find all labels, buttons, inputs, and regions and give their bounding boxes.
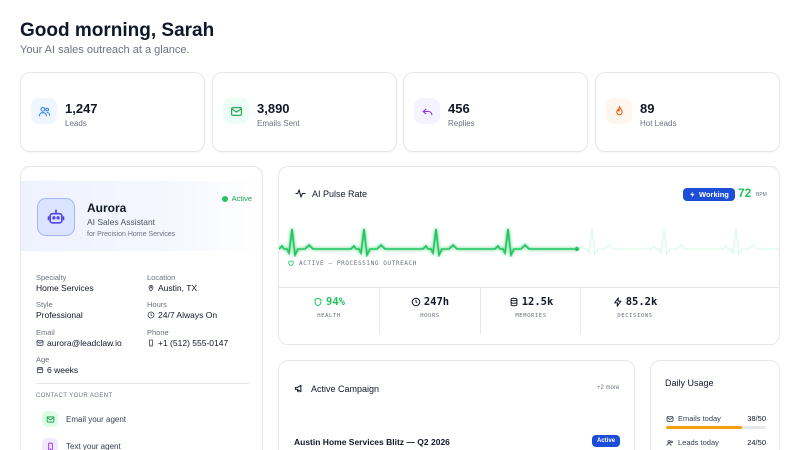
- robot-icon: [37, 198, 75, 236]
- email-agent-label: Email your agent: [66, 414, 127, 424]
- stat-label: Emails Sent: [257, 119, 300, 128]
- agent-company: for Precision Home Services: [87, 231, 176, 238]
- calendar-icon: [36, 367, 44, 374]
- stat-card-emails-sent[interactable]: 3,890 Emails Sent: [212, 72, 397, 152]
- hours-label: Hours: [147, 300, 168, 309]
- mail-icon: [223, 98, 249, 124]
- text-agent-button[interactable]: Text your agent: [42, 438, 121, 450]
- stat-card-leads[interactable]: 1,247 Leads: [20, 72, 205, 152]
- pulse-cursor-dot: [574, 246, 580, 252]
- location-label: Location: [147, 273, 176, 282]
- more-campaigns-link[interactable]: +2 more: [597, 385, 620, 391]
- clock-icon: [411, 297, 421, 307]
- stat-value: 89: [640, 101, 655, 116]
- phone-icon: [148, 339, 154, 347]
- active-campaign-card[interactable]: Active Campaign +2 more Austin Home Serv…: [278, 360, 635, 450]
- specialty-value: Home Services: [36, 283, 94, 293]
- bpm-unit: BPM: [756, 192, 767, 198]
- metric-memories: 12.5k MEMORIES: [481, 288, 581, 334]
- text-agent-label: Text your agent: [66, 441, 121, 450]
- email-agent-button[interactable]: Email your agent: [42, 411, 126, 427]
- working-badge: Working: [683, 188, 735, 201]
- stat-label: Replies: [448, 119, 475, 128]
- stat-card-replies[interactable]: 456 Replies: [403, 72, 588, 152]
- usage-progress-bar: [666, 426, 766, 429]
- heartbeat-waveform: [279, 228, 779, 257]
- stat-label: Leads: [65, 119, 87, 128]
- contact-section-title: CONTACT YOUR AGENT: [36, 393, 113, 399]
- zap-icon: [690, 191, 695, 198]
- metric-health: 94% HEALTH: [279, 288, 379, 334]
- users-icon: [666, 439, 673, 446]
- ai-pulse-card: AI Pulse Rate Working 72 BPM ACTIVE — PR…: [278, 166, 780, 345]
- campaign-status-badge: Active: [592, 435, 621, 447]
- status-dot-icon: [221, 195, 228, 202]
- campaign-name: Austin Home Services Blitz — Q2 2026: [294, 437, 450, 447]
- agent-profile-card: Aurora AI Sales Assistant for Precision …: [20, 166, 263, 450]
- pulse-status: ACTIVE — PROCESSING OUTREACH: [287, 259, 417, 267]
- page-subtitle: Your AI sales outreach at a glance.: [20, 44, 190, 56]
- hours-value: 24/7 Always On: [147, 310, 217, 320]
- stat-card-hot-leads[interactable]: 89 Hot Leads: [595, 72, 780, 152]
- page-title: Good morning, Sarah: [20, 20, 215, 41]
- divider: [480, 288, 481, 334]
- divider: [36, 383, 249, 384]
- metric-decisions: 85.2k DECISIONS: [585, 288, 685, 334]
- divider: [580, 288, 581, 334]
- location-value: Austin, TX: [147, 283, 197, 293]
- agent-role: AI Sales Assistant: [87, 217, 156, 227]
- mail-icon: [666, 415, 674, 422]
- stat-label: Hot Leads: [640, 119, 677, 128]
- stat-value: 1,247: [65, 101, 98, 116]
- email-label: Email: [36, 328, 55, 337]
- usage-title: Daily Usage: [665, 378, 714, 388]
- bpm-value: 72: [738, 186, 752, 200]
- email-value[interactable]: aurora@leadclaw.io: [36, 338, 122, 348]
- activity-icon: [295, 189, 306, 198]
- users-icon: [31, 98, 57, 124]
- phone-icon: [42, 438, 58, 450]
- agent-name: Aurora: [87, 201, 127, 215]
- daily-usage-card: Daily Usage Emails today 38/50 Leads tod…: [650, 360, 780, 450]
- style-value: Professional: [36, 310, 83, 320]
- stat-value: 456: [448, 101, 470, 116]
- age-label: Age: [36, 355, 50, 364]
- stat-value: 3,890: [257, 101, 290, 116]
- database-icon: [510, 297, 518, 307]
- phone-label: Phone: [147, 328, 169, 337]
- mail-icon: [36, 340, 44, 346]
- reply-icon: [414, 98, 440, 124]
- metric-hours: 247h HOURS: [380, 288, 480, 334]
- clock-icon: [147, 311, 155, 319]
- status-text: Active: [231, 194, 252, 203]
- mail-icon: [42, 411, 58, 427]
- flame-icon: [606, 98, 632, 124]
- heart-icon: [288, 260, 294, 267]
- age-value: 6 weeks: [36, 365, 78, 375]
- phone-value[interactable]: +1 (512) 555-0147: [147, 338, 228, 348]
- zap-icon: [613, 297, 622, 307]
- status-badge: Active: [221, 194, 252, 203]
- specialty-label: Specialty: [36, 273, 67, 282]
- megaphone-icon: [294, 384, 302, 393]
- style-label: Style: [36, 300, 53, 309]
- campaign-title: Active Campaign: [294, 383, 379, 394]
- map-pin-icon: [148, 284, 154, 292]
- shield-icon: [314, 297, 322, 307]
- divider: [279, 287, 779, 288]
- pulse-title: AI Pulse Rate: [295, 188, 367, 199]
- divider: [379, 288, 380, 334]
